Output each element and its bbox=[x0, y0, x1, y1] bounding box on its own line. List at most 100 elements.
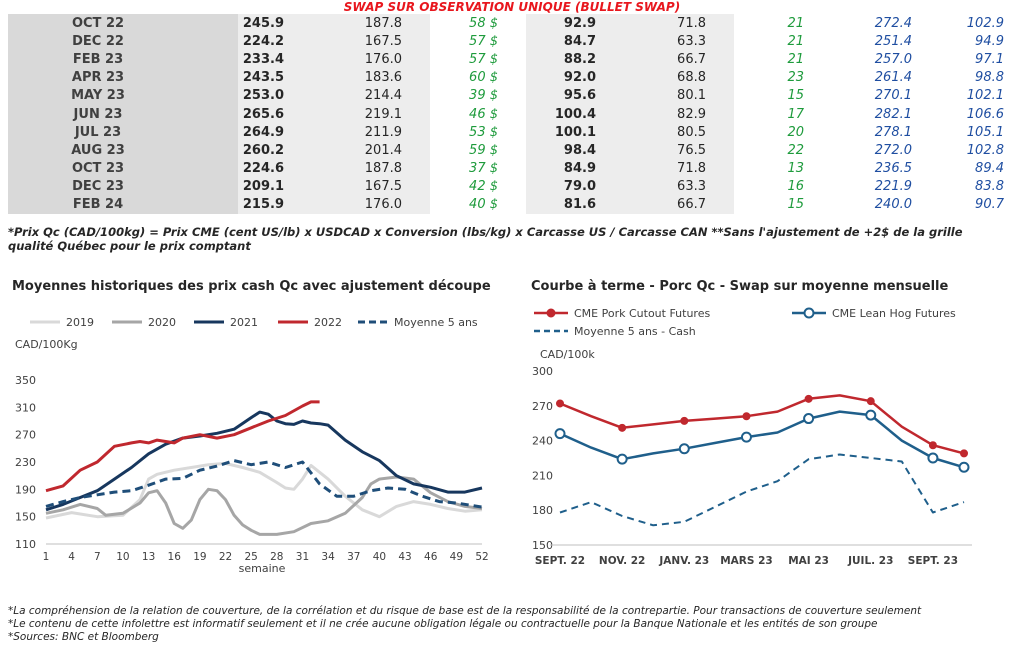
table-row: OCT 22 245.9 187.8 58 $92.9 71.8 21 272.4 102.9 bbox=[8, 14, 1012, 33]
swap-table: OCT 22 245.9 187.8 58 $92.9 71.8 21 272.4 102.9… bbox=[8, 14, 1012, 215]
x-tick-label: 22 bbox=[219, 551, 232, 563]
table-cell: 71.8 bbox=[604, 14, 734, 33]
table-cell: 245.9 bbox=[238, 14, 292, 33]
forward-curve-chart: CME Pork Cutout Futures CME Lean Hog Futu… bbox=[532, 307, 972, 567]
table-cell: 167.5 bbox=[292, 32, 430, 51]
table-cell: 68.8 bbox=[604, 68, 734, 87]
legend-label: 2019 bbox=[66, 316, 94, 329]
table-cell: 98.8 bbox=[975, 70, 1004, 86]
y-tick-label: 310 bbox=[15, 401, 36, 414]
table-cell: 66.7 bbox=[604, 195, 734, 215]
y-tick-label: 110 bbox=[15, 538, 36, 551]
table-cell: 39 $ bbox=[430, 86, 526, 105]
table-cell: DEC 22 bbox=[8, 32, 238, 51]
table-cell: 80.5 bbox=[604, 123, 734, 142]
table-cell: 84.7 bbox=[526, 32, 604, 51]
table-cell: 80.1 bbox=[604, 86, 734, 105]
table-cell: 83.8 bbox=[975, 179, 1004, 195]
data-point bbox=[680, 416, 689, 425]
legend-label: 2022 bbox=[314, 316, 342, 329]
table-cell: 215.9 bbox=[238, 195, 292, 215]
table-cell: 209.1 bbox=[238, 177, 292, 196]
table-cell: 270.1 bbox=[874, 88, 912, 104]
x-tick-label: MAI 23 bbox=[788, 555, 829, 567]
table-row: OCT 23 224.6 187.8 37 $84.9 71.8 13 236.5 89.4 bbox=[8, 159, 1012, 178]
banner-title: SWAP SUR OBSERVATION UNIQUE (BULLET SWAP… bbox=[343, 0, 681, 14]
x-tick-label: NOV. 22 bbox=[599, 555, 645, 567]
table-cell: 100.4 bbox=[526, 104, 604, 124]
x-tick-label: 1 bbox=[43, 551, 50, 563]
right-chart-title: Courbe à terme - Porc Qc - Swap sur moye… bbox=[531, 279, 949, 294]
x-tick-label: 28 bbox=[270, 551, 283, 563]
table-cell: 211.9 bbox=[292, 123, 430, 142]
table-cell: 264.9 bbox=[238, 123, 292, 142]
data-point bbox=[616, 453, 628, 465]
table-cell: 187.8 bbox=[292, 14, 430, 33]
x-tick-label: 19 bbox=[193, 551, 206, 563]
table-cell: 98.4 bbox=[526, 141, 604, 160]
table-row: JUN 23 265.6 219.1 46 $100.4 82.9 17 282.1 106.… bbox=[8, 104, 1012, 124]
table-cell: 16 bbox=[787, 179, 804, 195]
table-cell: 81.6 bbox=[526, 195, 604, 215]
table-cell: 58 $ bbox=[430, 14, 526, 33]
table-note: *Prix Qc (CAD/100kg) = Prix CME (cent US… bbox=[8, 225, 963, 253]
table-cell: 257.0 bbox=[874, 51, 912, 67]
table-cell: 106.6 bbox=[966, 106, 1004, 122]
table-cell: 261.4 bbox=[874, 70, 912, 86]
table-row: MAY 23 253.0 214.4 39 $95.6 80.1 15 270.1 102.1 bbox=[8, 86, 1012, 105]
table-cell: 15 bbox=[787, 88, 804, 104]
table-cell: 265.6 bbox=[238, 104, 292, 124]
left-chart-title: Moyennes historiques des prix cash Qc av… bbox=[12, 279, 491, 294]
table-cell: 282.1 bbox=[874, 106, 912, 122]
x-tick-label: 34 bbox=[321, 551, 335, 563]
x-tick-label: 46 bbox=[424, 551, 438, 563]
data-point bbox=[928, 441, 937, 450]
y-tick-label: 210 bbox=[532, 469, 553, 482]
y-axis-label: CAD/100k bbox=[540, 348, 595, 361]
table-cell: 53 $ bbox=[430, 123, 526, 142]
table-cell: 224.6 bbox=[238, 159, 292, 178]
table-cell: DEC 23 bbox=[8, 177, 238, 196]
x-tick-label: 52 bbox=[475, 551, 488, 563]
table-cell: 57 $ bbox=[430, 50, 526, 69]
footnote-2: *Le contenu de cette infolettre est info… bbox=[8, 618, 878, 630]
x-tick-label: 40 bbox=[373, 551, 386, 563]
table-cell: 20 bbox=[787, 124, 804, 140]
table-cell: 90.7 bbox=[975, 197, 1004, 213]
table-cell: 13 bbox=[787, 161, 804, 177]
y-tick-label: 230 bbox=[15, 456, 36, 469]
table-cell: 233.4 bbox=[238, 50, 292, 69]
y-tick-label: 180 bbox=[532, 504, 553, 517]
table-cell: 92.9 bbox=[526, 14, 604, 33]
table-cell: 82.9 bbox=[604, 104, 734, 124]
x-tick-label: 13 bbox=[142, 551, 155, 563]
table-cell: 102.8 bbox=[966, 142, 1004, 158]
table-cell: 224.2 bbox=[238, 32, 292, 51]
x-tick-label: 4 bbox=[68, 551, 75, 563]
table-cell: OCT 22 bbox=[8, 14, 238, 33]
table-cell: 21 bbox=[787, 51, 804, 67]
x-tick-label: MARS 23 bbox=[720, 555, 773, 567]
series-line-2019 bbox=[45, 461, 483, 520]
y-axis-label: CAD/100Kg bbox=[15, 338, 78, 351]
x-tick-label: JANV. 23 bbox=[658, 555, 709, 567]
table-cell: 60 $ bbox=[430, 68, 526, 87]
table-cell: 278.1 bbox=[874, 124, 912, 140]
table-cell: 59 $ bbox=[430, 141, 526, 160]
data-point bbox=[803, 413, 815, 425]
table-cell: 176.0 bbox=[292, 195, 430, 215]
legend-marker bbox=[803, 307, 815, 319]
table-row: JUL 23 264.9 211.9 53 $100.1 80.5 20 278.1 105.… bbox=[8, 123, 1012, 142]
legend-label: CME Lean Hog Futures bbox=[832, 307, 956, 320]
series-line-2021 bbox=[45, 410, 483, 512]
x-tick-label: 37 bbox=[347, 551, 360, 563]
table-cell: JUL 23 bbox=[8, 123, 238, 142]
series-line-cme-pork-cutout-futures bbox=[559, 394, 965, 455]
table-cell: 76.5 bbox=[604, 141, 734, 160]
legend-marker bbox=[546, 308, 556, 318]
table-cell: 240.0 bbox=[874, 197, 912, 213]
table-cell: JUN 23 bbox=[8, 104, 238, 124]
table-cell: 84.9 bbox=[526, 159, 604, 178]
x-tick-label: 31 bbox=[296, 551, 309, 563]
table-cell: FEB 23 bbox=[8, 50, 238, 69]
